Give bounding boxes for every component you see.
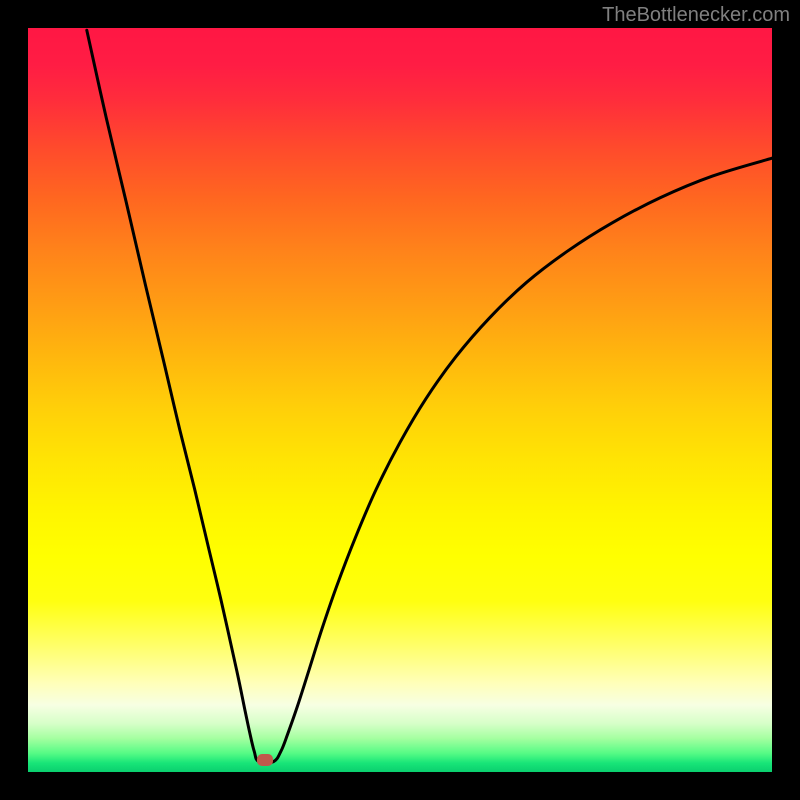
- chart-curve: [28, 28, 772, 772]
- chart-minimum-marker: [257, 754, 273, 766]
- watermark-text: TheBottlenecker.com: [602, 4, 790, 27]
